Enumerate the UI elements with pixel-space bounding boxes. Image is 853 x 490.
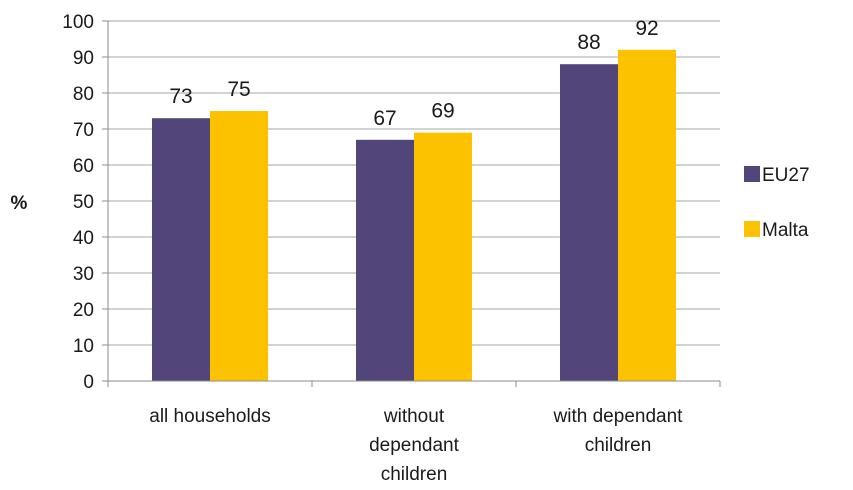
bar-eu27 (356, 139, 414, 381)
x-tick-label: all households (149, 406, 270, 427)
bar-malta (210, 111, 268, 381)
y-tick-label: 70 (73, 120, 94, 141)
data-label: 73 (169, 85, 192, 108)
y-tick-label: 50 (73, 192, 94, 213)
legend-swatch (744, 221, 760, 237)
legend-label: EU27 (762, 165, 810, 186)
bar-eu27 (560, 64, 618, 381)
legend-swatch (744, 166, 760, 182)
y-tick-label: 30 (73, 264, 94, 285)
bar-malta (618, 49, 676, 382)
y-tick-label: 100 (62, 12, 94, 33)
data-label: 69 (431, 100, 454, 123)
data-label: 67 (373, 107, 396, 130)
y-tick-label: 80 (73, 84, 94, 105)
y-tick-label: 20 (73, 300, 94, 321)
bars (152, 49, 676, 382)
y-axis-label: % (11, 193, 28, 214)
x-tick-label: with dependant children (553, 406, 684, 456)
x-tick-label: without dependant children (369, 406, 460, 485)
y-tick-label: 0 (83, 372, 94, 393)
legend: EU27 Malta (744, 165, 810, 241)
x-axis: all households without dependant children wi… (107, 21, 721, 485)
y-axis-ticks: 0 10 20 30 40 50 60 70 80 90 100 (62, 12, 108, 393)
data-label: 88 (577, 31, 600, 54)
bar-eu27 (152, 118, 210, 381)
data-labels: 73 67 88 75 69 92 (169, 17, 658, 130)
y-tick-label: 60 (73, 156, 94, 177)
data-label: 92 (635, 17, 658, 40)
y-tick-label: 90 (73, 48, 94, 69)
legend-label: Malta (762, 220, 809, 241)
data-label: 75 (227, 78, 250, 101)
y-tick-label: 40 (73, 228, 94, 249)
y-tick-label: 10 (73, 336, 94, 357)
bar-malta (414, 132, 472, 381)
